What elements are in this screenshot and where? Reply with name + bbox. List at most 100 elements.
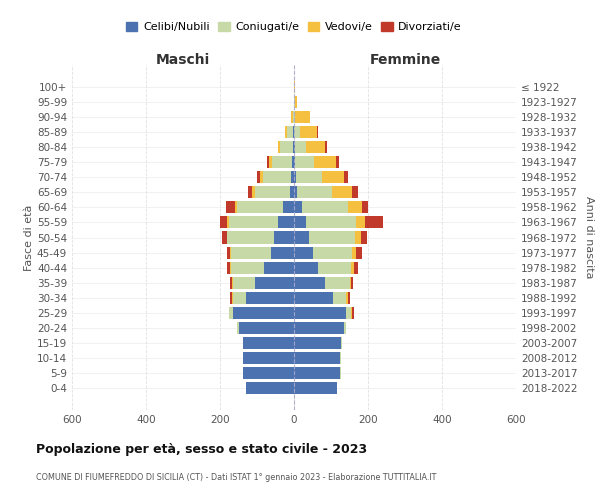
- Bar: [309, 232, 355, 243]
- Bar: [300, 126, 317, 138]
- Bar: [230, 276, 232, 289]
- Bar: [227, 246, 230, 258]
- Bar: [340, 367, 341, 379]
- Bar: [344, 322, 346, 334]
- Bar: [255, 186, 290, 198]
- Bar: [293, 111, 294, 123]
- Bar: [220, 216, 227, 228]
- Bar: [243, 367, 294, 379]
- Bar: [352, 246, 356, 258]
- Bar: [271, 246, 294, 258]
- Bar: [294, 337, 341, 349]
- Bar: [263, 171, 291, 183]
- Bar: [352, 307, 354, 319]
- Bar: [267, 156, 269, 168]
- Bar: [302, 202, 349, 213]
- Bar: [243, 337, 294, 349]
- Bar: [236, 202, 283, 213]
- Bar: [332, 186, 352, 198]
- Bar: [283, 202, 294, 213]
- Bar: [344, 171, 347, 183]
- Bar: [294, 186, 297, 198]
- Y-axis label: Fasce di età: Fasce di età: [24, 204, 34, 270]
- Bar: [293, 126, 294, 138]
- Bar: [230, 262, 231, 274]
- Bar: [239, 322, 294, 334]
- Bar: [255, 276, 294, 289]
- Bar: [294, 382, 337, 394]
- Bar: [294, 141, 295, 153]
- Bar: [294, 216, 306, 228]
- Bar: [229, 307, 233, 319]
- Bar: [317, 126, 319, 138]
- Bar: [246, 292, 294, 304]
- Bar: [349, 276, 352, 289]
- Bar: [248, 186, 252, 198]
- Bar: [346, 292, 347, 304]
- Bar: [333, 292, 346, 304]
- Bar: [352, 186, 358, 198]
- Bar: [294, 307, 346, 319]
- Bar: [233, 307, 294, 319]
- Bar: [274, 232, 294, 243]
- Bar: [294, 202, 302, 213]
- Bar: [285, 126, 287, 138]
- Bar: [322, 171, 344, 183]
- Bar: [226, 202, 235, 213]
- Bar: [352, 276, 353, 289]
- Bar: [314, 156, 336, 168]
- Bar: [227, 262, 230, 274]
- Bar: [227, 216, 229, 228]
- Bar: [230, 292, 232, 304]
- Bar: [231, 262, 265, 274]
- Bar: [260, 171, 263, 183]
- Bar: [294, 80, 295, 92]
- Bar: [243, 352, 294, 364]
- Bar: [233, 292, 246, 304]
- Bar: [352, 262, 355, 274]
- Bar: [294, 322, 344, 334]
- Bar: [269, 156, 272, 168]
- Bar: [230, 246, 231, 258]
- Bar: [341, 337, 342, 349]
- Bar: [336, 156, 339, 168]
- Bar: [297, 186, 332, 198]
- Bar: [361, 232, 367, 243]
- Bar: [265, 262, 294, 274]
- Bar: [295, 141, 306, 153]
- Bar: [291, 171, 294, 183]
- Bar: [236, 322, 239, 334]
- Bar: [229, 216, 278, 228]
- Bar: [278, 216, 294, 228]
- Text: Femmine: Femmine: [370, 53, 440, 67]
- Bar: [294, 111, 295, 123]
- Bar: [294, 276, 325, 289]
- Legend: Celibi/Nubili, Coniugati/e, Vedovi/e, Divorziati/e: Celibi/Nubili, Coniugati/e, Vedovi/e, Di…: [122, 17, 466, 36]
- Bar: [365, 216, 383, 228]
- Bar: [355, 262, 358, 274]
- Y-axis label: Anni di nascita: Anni di nascita: [584, 196, 594, 279]
- Bar: [293, 141, 294, 153]
- Bar: [356, 246, 362, 258]
- Bar: [306, 216, 356, 228]
- Bar: [294, 367, 340, 379]
- Bar: [295, 96, 296, 108]
- Bar: [318, 262, 352, 274]
- Bar: [222, 232, 227, 243]
- Bar: [272, 156, 292, 168]
- Bar: [294, 262, 318, 274]
- Bar: [349, 202, 362, 213]
- Bar: [306, 141, 325, 153]
- Bar: [294, 156, 295, 168]
- Bar: [362, 202, 368, 213]
- Text: Popolazione per età, sesso e stato civile - 2023: Popolazione per età, sesso e stato civil…: [36, 442, 367, 456]
- Bar: [355, 232, 361, 243]
- Bar: [347, 292, 349, 304]
- Bar: [292, 156, 294, 168]
- Bar: [257, 171, 260, 183]
- Bar: [231, 246, 271, 258]
- Bar: [313, 246, 352, 258]
- Bar: [280, 141, 293, 153]
- Bar: [232, 292, 233, 304]
- Bar: [346, 307, 352, 319]
